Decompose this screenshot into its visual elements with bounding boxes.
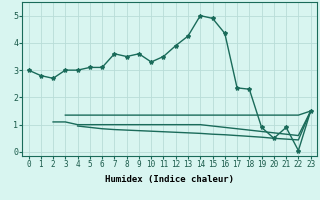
X-axis label: Humidex (Indice chaleur): Humidex (Indice chaleur) [105,175,234,184]
